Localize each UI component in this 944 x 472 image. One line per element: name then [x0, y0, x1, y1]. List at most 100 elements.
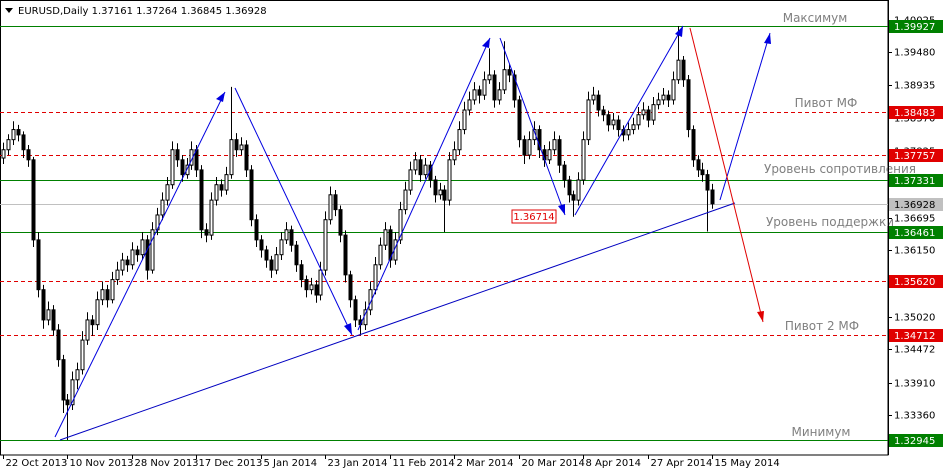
candle-body: [185, 164, 190, 176]
candle-body: [234, 139, 239, 151]
price-box-label: 1.36461: [894, 228, 935, 239]
candle-body: [686, 79, 691, 131]
candle-body: [557, 139, 562, 166]
candle-body: [328, 194, 333, 221]
arrow-head: [764, 33, 771, 44]
price-box: [889, 106, 943, 119]
candle-body: [482, 79, 487, 96]
y-tick-label: 1.36150: [894, 246, 935, 257]
candle-body: [691, 129, 696, 161]
price-box: [889, 174, 943, 187]
price-box: [889, 20, 943, 33]
price-box: [889, 149, 943, 162]
candle-body: [105, 289, 110, 301]
y-tick-label: 1.39480: [894, 48, 935, 59]
candle-body: [318, 269, 323, 296]
x-tick-label: 27 Apr 2014: [651, 458, 713, 469]
candle-body: [696, 159, 701, 171]
candle-body: [537, 129, 542, 151]
candle-body: [343, 234, 348, 276]
candle-body: [413, 159, 418, 171]
y-tick-label: 1.33360: [894, 411, 935, 422]
candle-body: [661, 94, 666, 101]
y-tick-label: 1.33910: [894, 379, 935, 390]
candle-body: [100, 289, 105, 301]
candle-body: [388, 229, 393, 261]
candle-body: [304, 279, 309, 291]
low: 1.36845: [181, 6, 222, 17]
candle-body: [56, 329, 61, 361]
candle-body: [502, 69, 507, 91]
candle-body: [423, 164, 428, 176]
price-box-label: 1.32945: [894, 436, 935, 447]
candle-body: [160, 199, 165, 216]
price-box: [889, 198, 943, 211]
open: 1.37161: [92, 6, 133, 17]
y-tick-label: 1.38935: [894, 81, 935, 92]
candle-body: [80, 339, 85, 371]
y-tick-label: 1.35020: [894, 313, 935, 324]
price-box: [889, 226, 943, 239]
candle-body: [467, 99, 472, 111]
price-box: [889, 275, 943, 288]
x-tick-label: 22 Oct 2013: [6, 458, 68, 469]
menu-triangle[interactable]: [5, 8, 13, 13]
level-text: Пивот МФ: [795, 96, 858, 110]
x-tick-label: 28 Nov 2013: [135, 458, 199, 469]
level-text: Уровень поддержки: [766, 215, 894, 229]
candle-body: [641, 109, 646, 116]
candle-body: [309, 284, 314, 291]
candle-body: [140, 239, 145, 256]
candle-body: [145, 239, 150, 271]
plot-area: Максимум Пивот МФ Уровень сопротивления Уро…: [0, 0, 916, 469]
candle-body: [596, 94, 601, 111]
candle-body: [631, 124, 636, 131]
candle-body: [522, 139, 527, 156]
arrow-head: [344, 323, 352, 335]
candle-body: [656, 99, 661, 106]
level-text: Пивот 2 МФ: [785, 319, 859, 333]
y-tick-label: 1.34472: [894, 345, 935, 356]
candle-body: [249, 169, 254, 221]
candle-body: [681, 59, 686, 81]
price-label: 1.36714: [513, 212, 554, 223]
candle-body: [26, 149, 31, 161]
candle-body: [125, 259, 130, 266]
candle-body: [442, 189, 447, 201]
candle-body: [567, 179, 572, 196]
candle-body: [452, 149, 457, 161]
candle-body: [586, 99, 591, 141]
candle-body: [70, 379, 75, 406]
candle-body: [517, 99, 522, 141]
x-tick-label: 17 Dec 2013: [199, 458, 263, 469]
candle-body: [36, 239, 41, 291]
candle-body: [601, 109, 606, 116]
candle-body: [274, 254, 279, 271]
price-label-box: [511, 209, 557, 224]
candle-body: [606, 114, 611, 126]
candle-body: [65, 399, 70, 406]
candle-body: [214, 184, 219, 201]
x-tick-label: 5 Jan 2014: [264, 458, 318, 469]
candle-body: [611, 119, 616, 126]
candle-body: [219, 184, 224, 191]
drawings: [54, 25, 771, 441]
candle-body: [209, 199, 214, 236]
level-text: Максимум: [783, 11, 848, 25]
candle-body: [626, 129, 631, 136]
candle-body: [581, 139, 586, 181]
candle-body: [547, 149, 552, 161]
candle-body: [477, 89, 482, 96]
candle-body: [204, 229, 209, 236]
level-text: Минимум: [791, 425, 850, 439]
support-trendline: [59, 202, 736, 441]
candle-body: [487, 74, 492, 81]
candle-body: [314, 284, 319, 296]
candle-body: [135, 249, 140, 256]
wave-line: [234, 87, 353, 336]
price-box-label: 1.37331: [894, 176, 935, 187]
candle-body: [403, 189, 408, 211]
candle-body: [492, 74, 497, 101]
candle-body: [433, 179, 438, 196]
